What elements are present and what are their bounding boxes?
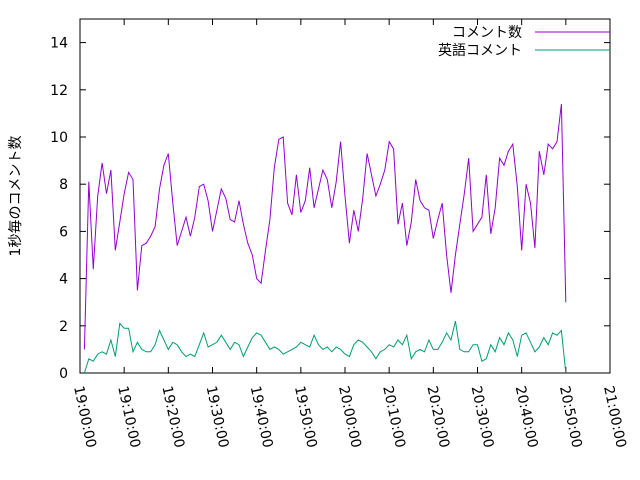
y-tick-label: 6 [59, 224, 68, 240]
x-tick-label: 20:20:00 [423, 385, 452, 450]
x-tick-label: 19:20:00 [158, 385, 187, 450]
x-tick-label: 20:30:00 [468, 385, 497, 450]
x-tick-label: 20:10:00 [379, 385, 408, 450]
y-tick-label: 2 [59, 319, 68, 335]
y-tick-label: 0 [59, 366, 68, 382]
data-line [83, 103, 567, 350]
x-tick-label: 19:30:00 [203, 385, 232, 450]
x-tick-label: 20:00:00 [335, 385, 364, 450]
x-tick-label: 20:50:00 [556, 385, 585, 450]
x-tick-label: 19:00:00 [70, 385, 99, 450]
y-tick-label: 8 [59, 177, 68, 193]
x-tick-label: 19:50:00 [291, 385, 320, 450]
y-tick-label: 14 [50, 36, 68, 52]
x-tick-label: 19:10:00 [114, 385, 143, 450]
x-tick-label: 21:00:00 [600, 385, 629, 450]
data-line [83, 320, 567, 374]
y-tick-label: 12 [50, 83, 68, 99]
y-tick-label: 10 [50, 130, 68, 146]
legend-label: コメント数 [452, 25, 522, 41]
x-tick-label: 20:40:00 [512, 385, 541, 450]
y-tick-label: 4 [59, 272, 68, 288]
y-axis-label: 1秒毎のコメント数 [8, 136, 24, 257]
x-tick-label: 19:40:00 [247, 385, 276, 450]
legend-label: 英語コメント [438, 42, 522, 59]
plot-frame [79, 18, 611, 374]
